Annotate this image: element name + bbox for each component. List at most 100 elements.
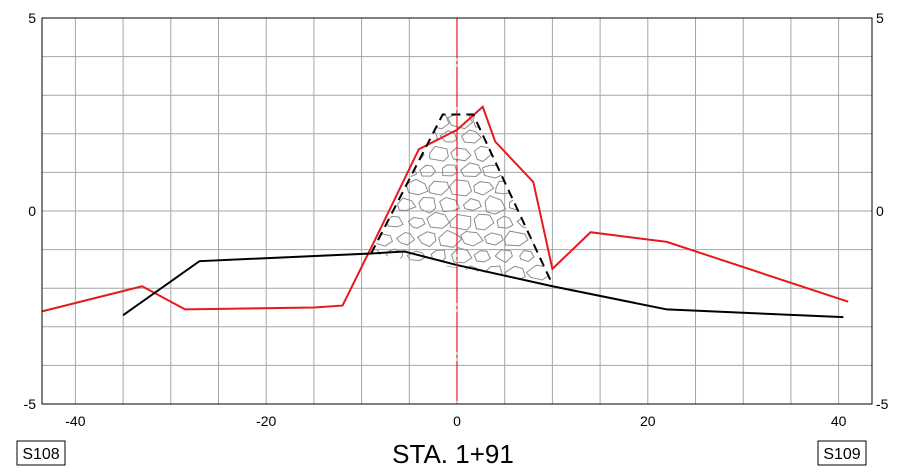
cobblestone [525, 129, 548, 147]
cobblestone [449, 179, 473, 197]
cobblestone [493, 283, 515, 285]
cobblestone [450, 247, 473, 264]
cobblestone [460, 129, 483, 144]
cobblestone [516, 216, 536, 229]
cobblestone [418, 196, 437, 214]
cobblestone [371, 114, 383, 126]
cobblestone [482, 96, 504, 110]
cobblestone [481, 164, 505, 179]
cobblestone [535, 114, 553, 128]
cobblestone [396, 197, 417, 212]
cobblestone [473, 181, 495, 196]
cobblestone [352, 131, 370, 143]
tick-labels: -40 -20 0 20 40 -5 -5 0 0 5 5 [24, 10, 889, 429]
design-template-line [370, 113, 554, 285]
cobblestone [450, 281, 472, 285]
cobblestone [527, 161, 549, 180]
cobblestone [371, 283, 383, 285]
cobblestone [373, 164, 394, 178]
cobblestone [517, 182, 536, 194]
cobblestone [419, 164, 437, 177]
y-tick-label-left: 5 [28, 10, 36, 26]
cobblestone [518, 146, 536, 160]
cobblestone [439, 130, 458, 143]
cobblestone [517, 114, 537, 127]
cobblestone [395, 231, 416, 246]
cobblestone [396, 95, 417, 112]
cobblestone [417, 265, 438, 280]
cobblestone [496, 215, 514, 229]
cobblestone [517, 283, 535, 285]
cobblestone [386, 283, 403, 285]
cobblestone [460, 162, 483, 178]
cobblestone [371, 145, 385, 164]
cobblestone [462, 198, 482, 211]
cobblestone [507, 96, 525, 110]
x-tick-label: 0 [453, 413, 461, 429]
left-section-box [16, 440, 66, 466]
cobblestone [549, 96, 569, 110]
station-label: STA. 1+91 [392, 439, 514, 469]
cobblestone [373, 129, 393, 144]
right-section-box [817, 440, 867, 466]
x-tick-label: 40 [831, 413, 847, 429]
y-tick-label-right: 0 [876, 203, 884, 219]
cobblestone [440, 97, 458, 108]
cobblestone [449, 213, 472, 231]
cobblestone [473, 281, 493, 285]
cobblestone [426, 281, 450, 285]
x-tick-label: -20 [256, 413, 276, 429]
cobblestone [429, 145, 449, 162]
cobblestone [484, 195, 507, 215]
cobblestone [397, 266, 415, 281]
cobblestone [428, 180, 450, 196]
y-tick-label-right: 5 [876, 10, 884, 26]
cobblestone [450, 147, 472, 162]
cobblestone [439, 265, 460, 281]
cobblestone [504, 230, 529, 247]
cobblestone [460, 94, 483, 110]
x-tick-label: 20 [640, 413, 656, 429]
cobblestone [407, 216, 426, 229]
cobblestone [441, 164, 458, 177]
cobblestone [438, 229, 463, 248]
cobblestone [426, 211, 451, 229]
cobblestone [416, 231, 437, 248]
cobblestone [353, 232, 370, 245]
existing-ground-line [122, 250, 844, 319]
cobblestone [406, 250, 426, 262]
y-tick-label-right: -5 [876, 396, 889, 412]
cobblestone [374, 265, 394, 280]
profile-line-red [41, 105, 849, 313]
cobblestone [551, 198, 553, 213]
cobblestone [538, 182, 553, 195]
y-tick-label-left: -5 [24, 396, 37, 412]
cobblestone [371, 180, 383, 194]
left-section-label: S108 [22, 446, 59, 463]
cobblestone [385, 147, 403, 162]
cobblestone [406, 114, 427, 128]
plot-frame [41, 17, 873, 405]
cobblestone [538, 146, 553, 160]
right-section-label: S109 [823, 446, 860, 463]
cobblestone [384, 114, 407, 129]
cobblestone [529, 233, 546, 246]
x-tick-label: -40 [65, 413, 85, 429]
cobblestone [418, 95, 438, 111]
cobblestone [371, 163, 372, 179]
cobblestone [550, 130, 553, 144]
cobblestone [473, 213, 495, 231]
cobblestone [447, 114, 474, 130]
cobblestone [494, 249, 513, 264]
cobblestone [459, 230, 484, 247]
cobblestone [473, 250, 492, 263]
cobblestone [494, 114, 513, 127]
cobblestone [394, 129, 418, 146]
cobblestone [503, 128, 528, 146]
cobblestone [483, 232, 504, 246]
cobblestone [377, 96, 391, 108]
cobblestone [519, 249, 535, 263]
cobblestone [371, 215, 382, 229]
cobblestone [531, 98, 546, 109]
